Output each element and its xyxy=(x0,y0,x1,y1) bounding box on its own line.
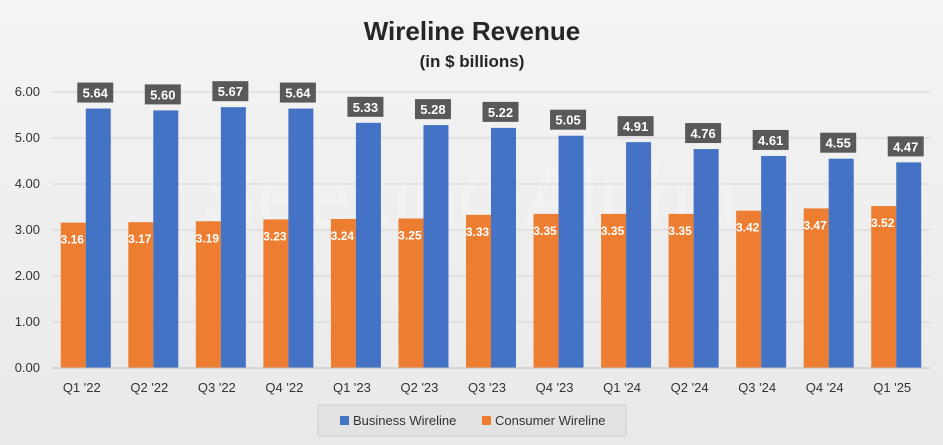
x-tick-label: Q2 '24 xyxy=(671,380,709,395)
data-label-business: 4.61 xyxy=(758,133,783,148)
bar-consumer xyxy=(330,218,356,368)
bar-business xyxy=(626,142,652,368)
data-label-business: 4.55 xyxy=(826,136,851,151)
data-label-box-business xyxy=(820,132,857,153)
bars xyxy=(60,107,922,369)
data-label-consumer: 3.17 xyxy=(128,232,152,246)
bar-business xyxy=(558,135,584,368)
y-tick-label: 4.00 xyxy=(15,176,40,191)
data-label-box-business xyxy=(77,82,114,103)
bar-consumer xyxy=(803,208,829,368)
x-tick-label: Q2 '23 xyxy=(401,380,439,395)
bar-business xyxy=(423,125,449,369)
data-label-consumer: 3.35 xyxy=(533,224,557,238)
bar-business xyxy=(355,122,381,368)
x-tick-label: Q1 '23 xyxy=(333,380,371,395)
data-label-box-business xyxy=(887,136,924,157)
legend-label-business: Business Wireline xyxy=(353,413,456,428)
data-label-business: 5.22 xyxy=(488,105,513,120)
data-label-box-business xyxy=(144,84,181,105)
x-tick-label: Q1 '22 xyxy=(63,380,101,395)
data-label-box-business xyxy=(279,82,316,103)
bar-consumer xyxy=(60,222,86,368)
x-tick-label: Q3 '23 xyxy=(468,380,506,395)
bar-business xyxy=(85,108,111,368)
y-tick-label: 2.00 xyxy=(15,268,40,283)
bar-business xyxy=(220,107,246,369)
y-tick-label: 0.00 xyxy=(15,360,40,375)
bar-business xyxy=(693,149,719,368)
bar-consumer xyxy=(398,218,424,368)
data-label-business: 5.05 xyxy=(555,113,580,128)
bar-consumer xyxy=(263,219,289,368)
data-label-consumer: 3.47 xyxy=(804,218,828,232)
bar-business xyxy=(761,155,787,368)
legend-box xyxy=(317,404,627,437)
data-label-business: 5.67 xyxy=(218,84,243,99)
data-label-consumer: 3.24 xyxy=(331,229,355,243)
x-tick-label: Q1 '24 xyxy=(603,380,641,395)
y-tick-label: 1.00 xyxy=(15,314,40,329)
data-label-consumer: 3.16 xyxy=(61,233,85,247)
data-label-consumer: 3.35 xyxy=(601,224,625,238)
x-tick-label: Q4 '24 xyxy=(806,380,844,395)
bar-business xyxy=(288,108,314,368)
bar-business xyxy=(491,127,516,368)
data-label-consumer: 3.33 xyxy=(466,225,490,239)
data-label-box-business xyxy=(550,109,587,130)
bar-consumer xyxy=(668,213,694,368)
legend-swatch-consumer xyxy=(482,416,491,425)
axes: 0.00 1.00 2.00 3.00 4.00 5.00 6.00 Q1 '22 Q2 '22… xyxy=(15,84,930,395)
y-tick-label: 3.00 xyxy=(15,222,40,237)
data-label-consumer: 3.52 xyxy=(871,216,895,230)
data-label-consumer: 3.35 xyxy=(668,224,692,238)
data-label-consumer: 3.42 xyxy=(736,221,760,235)
data-label-box-business xyxy=(685,123,722,144)
legend-swatch-business xyxy=(340,416,349,425)
data-label-business: 5.64 xyxy=(83,86,109,101)
legend-label-consumer: Consumer Wireline xyxy=(495,413,606,428)
x-tick-label: Q3 '22 xyxy=(198,380,236,395)
bar-consumer xyxy=(601,213,627,368)
data-label-box-business xyxy=(752,129,789,150)
x-tick-label: Q3 '24 xyxy=(738,380,776,395)
x-tick-label: Q4 '23 xyxy=(536,380,574,395)
data-label-consumer: 3.23 xyxy=(263,229,287,243)
data-labels: 3.16 5.64 3.17 5.60 3.19 5.67 3.23 5.64 3.24 5.33… xyxy=(61,81,924,247)
bar-consumer xyxy=(128,222,154,368)
data-label-business: 4.76 xyxy=(690,126,715,141)
bar-consumer xyxy=(466,214,491,368)
bar-consumer xyxy=(871,206,897,368)
data-label-box-business xyxy=(414,99,451,120)
y-tick-label: 6.00 xyxy=(15,84,40,99)
data-label-box-business xyxy=(212,81,249,102)
data-label-business: 4.47 xyxy=(893,139,918,154)
x-tick-label: Q4 '22 xyxy=(265,380,303,395)
bar-business xyxy=(828,158,854,368)
data-label-business: 4.91 xyxy=(623,119,648,134)
data-label-business: 5.60 xyxy=(150,87,175,102)
y-tick-label: 5.00 xyxy=(15,130,40,145)
bar-consumer xyxy=(736,210,762,368)
data-label-box-business xyxy=(347,96,384,117)
data-label-consumer: 3.19 xyxy=(196,231,220,245)
chart-title: Wireline Revenue xyxy=(364,16,581,46)
data-label-business: 5.64 xyxy=(285,86,311,101)
data-label-box-business xyxy=(482,101,519,122)
legend: Business Wireline Consumer Wireline xyxy=(317,404,627,437)
bar-business xyxy=(896,162,922,368)
x-tick-label: Q2 '22 xyxy=(130,380,168,395)
bar-consumer xyxy=(533,213,559,368)
x-tick-label: Q1 '25 xyxy=(873,380,911,395)
data-label-consumer: 3.25 xyxy=(398,229,422,243)
data-label-business: 5.33 xyxy=(353,100,378,115)
data-label-business: 5.28 xyxy=(420,102,445,117)
bar-business xyxy=(153,110,179,369)
bar-consumer xyxy=(195,221,221,368)
data-label-box-business xyxy=(617,116,654,137)
chart-subtitle: (in $ billions) xyxy=(420,52,525,71)
